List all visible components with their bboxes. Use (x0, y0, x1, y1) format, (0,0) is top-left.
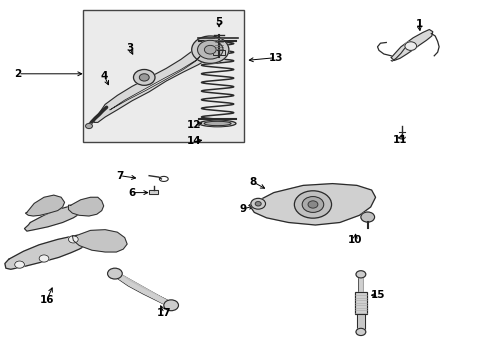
Text: 4: 4 (100, 71, 108, 81)
Text: 6: 6 (128, 188, 135, 198)
Text: 8: 8 (249, 177, 256, 187)
Circle shape (404, 42, 416, 50)
Polygon shape (72, 230, 127, 252)
Polygon shape (249, 184, 375, 225)
Circle shape (163, 300, 178, 311)
Text: 5: 5 (215, 17, 222, 27)
Circle shape (355, 271, 365, 278)
Circle shape (307, 201, 317, 208)
Circle shape (255, 202, 261, 206)
Bar (354, 292, 366, 314)
Text: 16: 16 (40, 294, 54, 305)
Circle shape (133, 69, 155, 85)
Ellipse shape (204, 121, 231, 126)
Polygon shape (94, 40, 220, 122)
Circle shape (139, 74, 149, 81)
Circle shape (360, 212, 374, 222)
FancyArrowPatch shape (117, 275, 168, 304)
Bar (356, 314, 364, 330)
Polygon shape (24, 205, 83, 231)
Text: 13: 13 (268, 53, 283, 63)
Circle shape (302, 197, 323, 212)
Text: 17: 17 (157, 308, 171, 318)
Text: 14: 14 (186, 136, 201, 147)
Polygon shape (25, 195, 64, 216)
Circle shape (197, 40, 223, 59)
Text: 7: 7 (116, 171, 123, 181)
Circle shape (355, 328, 365, 336)
Circle shape (68, 236, 78, 243)
FancyArrowPatch shape (117, 275, 168, 304)
Polygon shape (390, 30, 432, 60)
Polygon shape (5, 233, 95, 269)
Text: 10: 10 (347, 235, 362, 246)
Bar (356, 314, 364, 330)
Circle shape (39, 255, 49, 262)
Bar (149, 190, 158, 194)
Circle shape (204, 45, 216, 54)
Polygon shape (110, 53, 203, 110)
Text: 9: 9 (240, 204, 246, 214)
Text: 15: 15 (370, 290, 385, 300)
Circle shape (15, 261, 24, 268)
Circle shape (107, 268, 122, 279)
Bar (213, 50, 224, 55)
Circle shape (250, 198, 265, 209)
Bar (213, 50, 224, 55)
Text: 3: 3 (126, 43, 133, 53)
Polygon shape (68, 197, 103, 216)
Circle shape (191, 36, 228, 63)
Circle shape (85, 123, 92, 129)
Bar (149, 190, 158, 194)
Bar (354, 292, 366, 314)
Text: 2: 2 (15, 69, 21, 79)
Ellipse shape (199, 120, 236, 127)
Bar (83, 10, 244, 142)
Text: 11: 11 (392, 135, 407, 145)
Circle shape (294, 191, 331, 218)
Text: 12: 12 (186, 120, 201, 130)
Text: 1: 1 (415, 19, 422, 30)
